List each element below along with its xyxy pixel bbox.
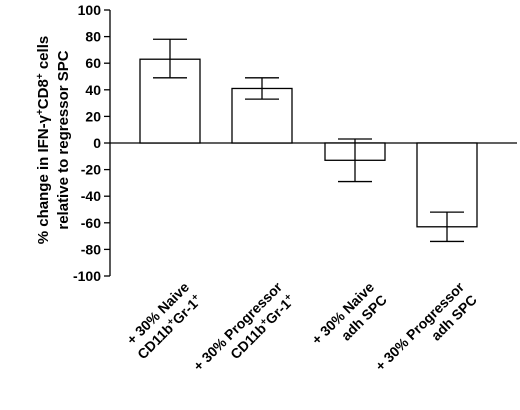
- y-tick-label: 60: [85, 55, 101, 71]
- y-axis-title: % change in IFN-γ+CD8+ cells relative to…: [35, 36, 73, 244]
- y-tick-label: 0: [93, 135, 101, 151]
- y-tick-label: 20: [85, 108, 101, 124]
- y-tick-label: -60: [81, 215, 101, 231]
- y-tick-label: -40: [81, 188, 101, 204]
- bars: [139, 38, 478, 243]
- y-tick-label: -80: [81, 241, 101, 257]
- y-tick-label: -100: [73, 268, 101, 284]
- y-tick-label: 80: [85, 29, 101, 45]
- bar: [139, 58, 201, 144]
- y-tick-label: 100: [78, 2, 102, 18]
- y-axis-title-line1: % change in IFN-γ+CD8+ cells: [35, 36, 53, 244]
- y-axis-title-line2: relative to regressor SPC: [55, 50, 72, 229]
- y-tick-label: 40: [85, 82, 101, 98]
- y-axis-ticks: 100 80 60 40 20 0 -20 -40 -60 -80 -100: [73, 2, 110, 284]
- y-tick-label: -20: [81, 162, 101, 178]
